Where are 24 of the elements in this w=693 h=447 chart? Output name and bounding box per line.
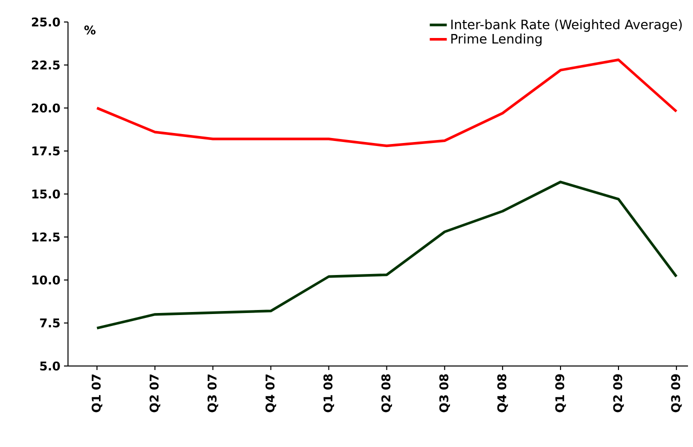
y-tick-label: 15.0 bbox=[32, 189, 60, 199]
line-series bbox=[96, 180, 678, 330]
x-tick-label: Q4 07 bbox=[265, 374, 276, 412]
legend-label: Prime Lending bbox=[451, 34, 542, 46]
x-tick-label: Q1 08 bbox=[323, 374, 334, 412]
x-tick-label: Q1 07 bbox=[92, 374, 102, 412]
y-tick-label: 25.0 bbox=[32, 17, 60, 27]
y-tick-label: 10.0 bbox=[32, 275, 60, 285]
y-axis-title: % bbox=[84, 26, 96, 35]
y-tick-label: 5.0 bbox=[40, 361, 60, 371]
x-tick-label: Q2 09 bbox=[613, 374, 624, 412]
x-tick-label: Q1 09 bbox=[555, 374, 566, 412]
x-tick-label: Q2 08 bbox=[381, 374, 392, 412]
x-tick-label: Q3 07 bbox=[208, 374, 218, 412]
legend-label: Inter-bank Rate (Weighted Average) bbox=[451, 19, 682, 32]
x-tick-label: Q2 07 bbox=[150, 374, 160, 412]
y-tick-label: 12.5 bbox=[32, 232, 60, 242]
y-tick-label: 17.5 bbox=[32, 146, 60, 156]
x-tick-label: Q3 09 bbox=[671, 374, 682, 412]
y-tick-label: 22.5 bbox=[32, 60, 60, 70]
x-tick-label: Q4 08 bbox=[497, 374, 508, 412]
y-tick-label: 7.5 bbox=[40, 318, 60, 328]
x-tick-label: Q3 08 bbox=[439, 374, 450, 412]
y-tick-label: 20.0 bbox=[32, 103, 60, 113]
